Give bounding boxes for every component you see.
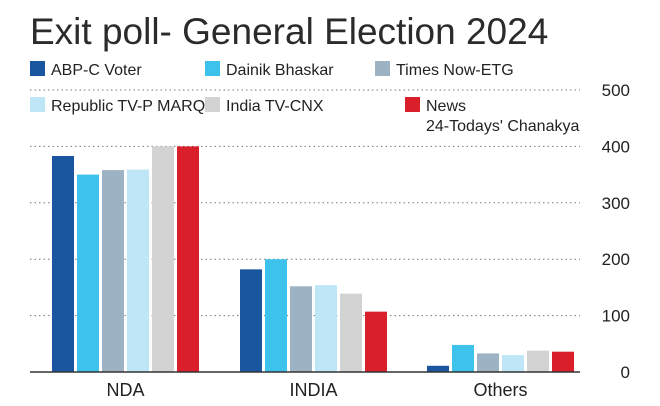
bar xyxy=(240,269,262,372)
bar xyxy=(152,146,174,372)
y-tick-label: 300 xyxy=(602,194,630,213)
x-tick-label: Others xyxy=(473,380,527,400)
bar xyxy=(452,344,474,372)
x-axis: NDA INDIA Others xyxy=(106,380,527,400)
bar xyxy=(365,311,387,372)
y-tick-label: 200 xyxy=(602,250,630,269)
legend-swatch xyxy=(30,97,45,112)
bar xyxy=(265,259,287,372)
bar xyxy=(177,146,199,372)
bar xyxy=(427,365,449,372)
y-tick-label: 400 xyxy=(602,137,630,156)
bar xyxy=(315,285,337,372)
bar xyxy=(340,293,362,372)
bar xyxy=(77,174,99,372)
legend-swatch xyxy=(405,97,420,112)
legend-label: News 24-Todays' Chanakya xyxy=(426,98,579,135)
legend: ABP-C Voter Dainik Bhaskar Times Now-ETG Re… xyxy=(30,61,579,135)
legend-label: ABP-C Voter xyxy=(51,62,142,79)
y-axis: 0 100 200 300 400 500 xyxy=(602,81,630,382)
bar xyxy=(102,170,124,372)
y-tick-label: 500 xyxy=(602,81,630,100)
bar xyxy=(527,350,549,372)
y-tick-label: 100 xyxy=(602,307,630,326)
legend-swatch xyxy=(30,61,45,76)
bar xyxy=(502,355,524,372)
y-tick-label: 0 xyxy=(621,363,630,382)
legend-label: Times Now-ETG xyxy=(396,62,514,79)
bar xyxy=(290,286,312,372)
legend-label: Dainik Bhaskar xyxy=(226,62,334,79)
legend-swatch xyxy=(375,61,390,76)
bars xyxy=(52,146,574,372)
bar xyxy=(477,353,499,372)
chart-title: Exit poll- General Election 2024 xyxy=(30,11,548,52)
legend-label: India TV-CNX xyxy=(226,98,324,115)
bar xyxy=(127,169,149,372)
bar xyxy=(52,155,74,372)
legend-swatch xyxy=(205,97,220,112)
legend-label: Republic TV-P MARQ xyxy=(51,98,205,115)
bar xyxy=(552,351,574,372)
x-tick-label: NDA xyxy=(106,380,144,400)
x-tick-label: INDIA xyxy=(289,380,337,400)
legend-swatch xyxy=(205,61,220,76)
